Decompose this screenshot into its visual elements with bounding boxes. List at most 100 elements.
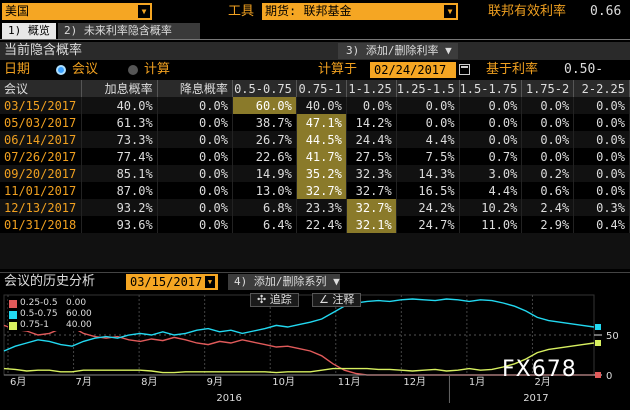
- table-cell: 40.0%: [81, 97, 158, 114]
- calc-radio[interactable]: [128, 65, 138, 75]
- table-cell: 23.3%: [296, 199, 347, 216]
- table-cell: 3.0%: [459, 165, 523, 182]
- table-row[interactable]: 05/03/2017 61.3% 0.0% 38.7% 47.1% 14.2% 0.0% 0.…: [0, 114, 630, 131]
- x-tick-label: 11月: [338, 376, 361, 388]
- col-header[interactable]: 1.5-1.75: [459, 80, 523, 97]
- table-row[interactable]: 12/13/2017 93.2% 0.0% 6.8% 23.3% 32.7% 24.2% 10…: [0, 199, 630, 216]
- legend-item[interactable]: 0.25-0.5 0.00: [8, 298, 96, 309]
- table-cell: 0.0%: [157, 148, 233, 165]
- x-tick-label: 12月: [403, 376, 426, 388]
- legend-value: 0.00: [66, 298, 87, 308]
- table-row[interactable]: 11/01/2017 87.0% 0.0% 13.0% 32.7% 32.7% 16.5% 4…: [0, 182, 630, 199]
- col-header[interactable]: 会议: [0, 80, 83, 97]
- table-cell: 35.2%: [296, 165, 347, 182]
- top-bar: 美国 ▼ 工具 期货: 联邦基金 ▼ 联邦有效利率 0.66: [0, 0, 630, 22]
- ffr-label: 联邦有效利率: [488, 4, 567, 19]
- col-header[interactable]: 1.75-2: [521, 80, 575, 97]
- meeting-date-cell: 03/15/2017: [0, 97, 83, 114]
- legend-swatch: [9, 322, 17, 330]
- meeting-date-cell: 05/03/2017: [0, 114, 83, 131]
- col-header[interactable]: 0.75-1: [296, 80, 347, 97]
- section-header: 当前隐含概率 3) 添加/删除利率 ▼: [0, 42, 630, 60]
- meeting-radio[interactable]: [56, 65, 66, 75]
- table-cell: 0.0%: [396, 114, 460, 131]
- table-cell: 14.9%: [232, 165, 297, 182]
- tab-overview[interactable]: 1) 概览: [2, 23, 56, 39]
- chevron-down-icon[interactable]: ▼: [444, 5, 456, 18]
- legend-item[interactable]: 0.5-0.75 60.00: [8, 309, 96, 320]
- table-cell: 0.0%: [573, 131, 630, 148]
- table-cell: 27.5%: [346, 148, 397, 165]
- futures-select[interactable]: 期货: 联邦基金 ▼: [262, 3, 458, 20]
- table-row[interactable]: 06/14/2017 73.3% 0.0% 26.7% 44.5% 24.4% 4.4% 0.…: [0, 131, 630, 148]
- table-cell: 87.0%: [81, 182, 158, 199]
- calc-label[interactable]: 计算: [144, 62, 171, 77]
- series-end-marker: [595, 372, 601, 378]
- meeting-label[interactable]: 会议: [72, 62, 99, 77]
- table-row[interactable]: 03/15/2017 40.0% 0.0% 60.0% 40.0% 0.0% 0.0% 0.0…: [0, 97, 630, 114]
- legend-value: 60.00: [66, 309, 92, 319]
- table-cell: 0.7%: [459, 148, 523, 165]
- col-header[interactable]: 2-2.25: [573, 80, 630, 97]
- chevron-down-icon[interactable]: ▼: [138, 5, 150, 18]
- annotate-button[interactable]: ∠ 注释: [312, 293, 362, 307]
- series-line-0.75-1: [3, 342, 595, 374]
- table-cell: 0.2%: [521, 165, 575, 182]
- table-row[interactable]: 09/20/2017 85.1% 0.0% 14.9% 35.2% 32.3% 14.3% 3…: [0, 165, 630, 182]
- table-cell: 32.7%: [346, 199, 397, 216]
- col-header[interactable]: 加息概率: [81, 80, 158, 97]
- table-cell: 47.1%: [296, 114, 347, 131]
- table-cell: 0.0%: [521, 131, 575, 148]
- legend-item[interactable]: 0.75-1 40.00: [8, 320, 96, 331]
- tab-future-implied[interactable]: 2) 未来利率隐含概率: [58, 23, 200, 39]
- table-cell: 0.0%: [573, 97, 630, 114]
- table-cell: 2.9%: [521, 216, 575, 233]
- table-cell: 14.2%: [346, 114, 397, 131]
- series-line-0.5-0.75: [3, 298, 595, 352]
- col-header[interactable]: 降息概率: [157, 80, 233, 97]
- table-cell: 32.7%: [346, 182, 397, 199]
- series-end-marker: [595, 340, 601, 346]
- table-cell: 16.5%: [396, 182, 460, 199]
- table-cell: 60.0%: [232, 97, 297, 114]
- table-row[interactable]: 07/26/2017 77.4% 0.0% 22.6% 41.7% 27.5% 7.5% 0.…: [0, 148, 630, 165]
- calc-date-input[interactable]: 02/24/2017: [370, 62, 456, 78]
- legend-name: 0.25-0.5: [20, 298, 58, 308]
- section-title: 当前隐含概率: [4, 43, 83, 58]
- legend-swatch: [9, 300, 17, 308]
- table-cell: 73.3%: [81, 131, 158, 148]
- meeting-date-cell: 01/31/2018: [0, 216, 83, 233]
- table-cell: 6.4%: [232, 216, 297, 233]
- calendar-icon[interactable]: [459, 64, 470, 75]
- history-chart: 50 0 6月 7月 8月 9月 10月 11月 12月 1月 2月 2016 2017 0.25-0.…: [0, 291, 630, 410]
- table-cell: 85.1%: [81, 165, 158, 182]
- col-header[interactable]: 1.25-1.5: [396, 80, 460, 97]
- table-cell: 32.1%: [346, 216, 397, 233]
- table-cell: 0.0%: [521, 97, 575, 114]
- x-tick-label: 7月: [76, 376, 92, 388]
- table-cell: 26.7%: [232, 131, 297, 148]
- table-cell: 0.0%: [157, 216, 233, 233]
- table-cell: 0.0%: [157, 165, 233, 182]
- table-cell: 14.3%: [396, 165, 460, 182]
- chevron-down-icon[interactable]: ▼: [205, 276, 215, 288]
- track-button[interactable]: ✣ 追踪: [250, 293, 299, 307]
- table-cell: 0.0%: [573, 182, 630, 199]
- table-cell: 0.0%: [157, 97, 233, 114]
- table-cell: 61.3%: [81, 114, 158, 131]
- table-cell: 0.0%: [157, 114, 233, 131]
- add-remove-rates-button[interactable]: 3) 添加/删除利率 ▼: [338, 43, 458, 59]
- legend-name: 0.5-0.75: [20, 309, 58, 319]
- col-header[interactable]: 0.5-0.75: [232, 80, 297, 97]
- table-row[interactable]: 01/31/2018 93.6% 0.0% 6.4% 22.4% 32.1% 24.7% 11…: [0, 216, 630, 233]
- table-cell: 0.0%: [346, 97, 397, 114]
- history-date-select[interactable]: 03/15/2017: [126, 274, 218, 290]
- add-remove-series-button[interactable]: 4) 添加/删除系列 ▼: [228, 274, 340, 290]
- meeting-date-cell: 09/20/2017: [0, 165, 83, 182]
- country-select[interactable]: 美国 ▼: [2, 3, 152, 20]
- probability-table: 会议 加息概率 降息概率 0.5-0.75 0.75-1 1-1.25 1.25…: [0, 80, 630, 233]
- col-header[interactable]: 1-1.25: [346, 80, 397, 97]
- table-cell: 22.6%: [232, 148, 297, 165]
- table-cell: 10.2%: [459, 199, 523, 216]
- table-header-row: 会议 加息概率 降息概率 0.5-0.75 0.75-1 1-1.25 1.25…: [0, 80, 630, 97]
